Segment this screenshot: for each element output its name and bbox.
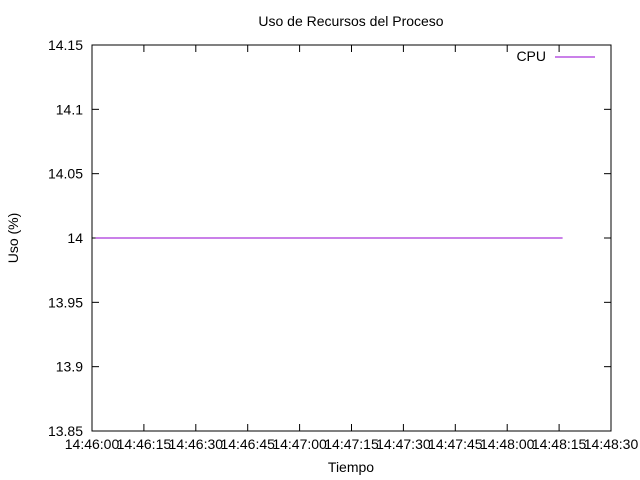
legend-label-cpu: CPU xyxy=(516,48,546,64)
legend: CPU xyxy=(516,48,595,64)
x-tick-label: 14:47:00 xyxy=(272,436,327,452)
x-tick-label: 14:46:00 xyxy=(65,436,120,452)
y-tick-label: 14.1 xyxy=(56,101,83,117)
x-tick-label: 14:47:15 xyxy=(324,436,379,452)
x-axis: 14:46:0014:46:1514:46:3014:46:4514:47:00… xyxy=(65,45,639,452)
y-axis: 13.85 13.9 13.95 14 14.05 14.1 14.15 xyxy=(48,37,611,439)
x-tick-label: 14:48:30 xyxy=(584,436,639,452)
x-tick-label: 14:46:15 xyxy=(117,436,172,452)
x-tick-label: 14:48:15 xyxy=(532,436,587,452)
y-tick-label: 14.05 xyxy=(48,166,83,182)
x-tick-label: 14:47:30 xyxy=(376,436,431,452)
x-tick-label: 14:46:45 xyxy=(220,436,275,452)
y-tick-label: 14 xyxy=(67,230,83,246)
y-axis-label: Uso (%) xyxy=(5,213,21,264)
y-tick-label: 14.15 xyxy=(48,37,83,53)
x-tick-label: 14:47:45 xyxy=(428,436,483,452)
y-tick-label: 13.85 xyxy=(48,423,83,439)
y-tick-label: 13.9 xyxy=(56,359,83,375)
y-tick-label: 13.95 xyxy=(48,294,83,310)
x-axis-label: Tiempo xyxy=(328,459,374,475)
x-tick-label: 14:48:00 xyxy=(480,436,535,452)
chart-title: Uso de Recursos del Proceso xyxy=(258,13,443,29)
x-tick-label: 14:46:30 xyxy=(169,436,224,452)
